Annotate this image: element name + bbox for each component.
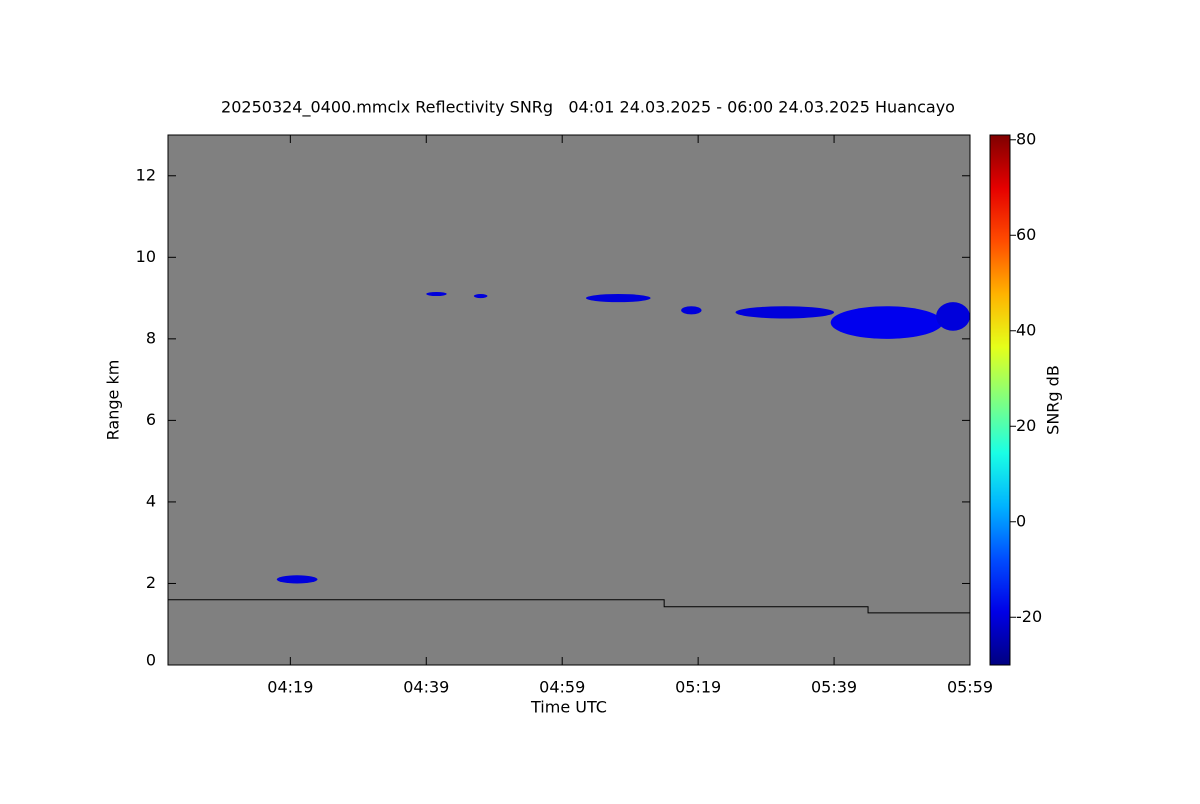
y-axis-label: Range km: [104, 360, 123, 441]
chart-title: 20250324_0400.mmclx Reflectivity SNRg 04…: [221, 98, 955, 118]
colorbar-tick-label: 0: [1016, 511, 1026, 530]
y-tick-label: 6: [146, 410, 156, 429]
y-tick-label: 2: [146, 573, 156, 592]
echo-cell: [426, 291, 447, 297]
colorbar: [989, 134, 1011, 666]
echo-cell: [276, 575, 318, 584]
colorbar-tick-label: 20: [1016, 416, 1036, 435]
echo-cell: [735, 306, 835, 319]
echo-cell: [473, 294, 488, 299]
colorbar-tick-label: 60: [1016, 225, 1036, 244]
plot-frame: [167, 134, 971, 666]
x-tick-label: 04:39: [403, 678, 449, 697]
y-tick-label: 4: [146, 491, 156, 510]
threshold-line: [168, 599, 970, 614]
y-tick-label: 8: [146, 328, 156, 347]
y-tick-label: 12: [136, 165, 156, 184]
echo-cell: [681, 306, 702, 315]
x-tick-label: 05:59: [947, 678, 993, 697]
colorbar-tick-label: -20: [1016, 607, 1042, 626]
colorbar-label: SNRg dB: [1044, 365, 1063, 435]
y-tick-label: 0: [146, 651, 156, 670]
x-tick-label: 04:59: [539, 678, 585, 697]
x-tick-label: 05:19: [675, 678, 721, 697]
x-tick-label: 04:19: [267, 678, 313, 697]
echo-cell: [585, 294, 651, 303]
colorbar-tick-label: 40: [1016, 320, 1036, 339]
x-axis-label: Time UTC: [530, 698, 607, 717]
echo-cell: [830, 306, 943, 339]
plot-background: [168, 135, 970, 665]
echo-cell: [936, 302, 970, 331]
x-tick-label: 05:39: [811, 678, 857, 697]
colorbar-tick-label: 80: [1016, 129, 1036, 148]
y-tick-label: 10: [136, 247, 156, 266]
